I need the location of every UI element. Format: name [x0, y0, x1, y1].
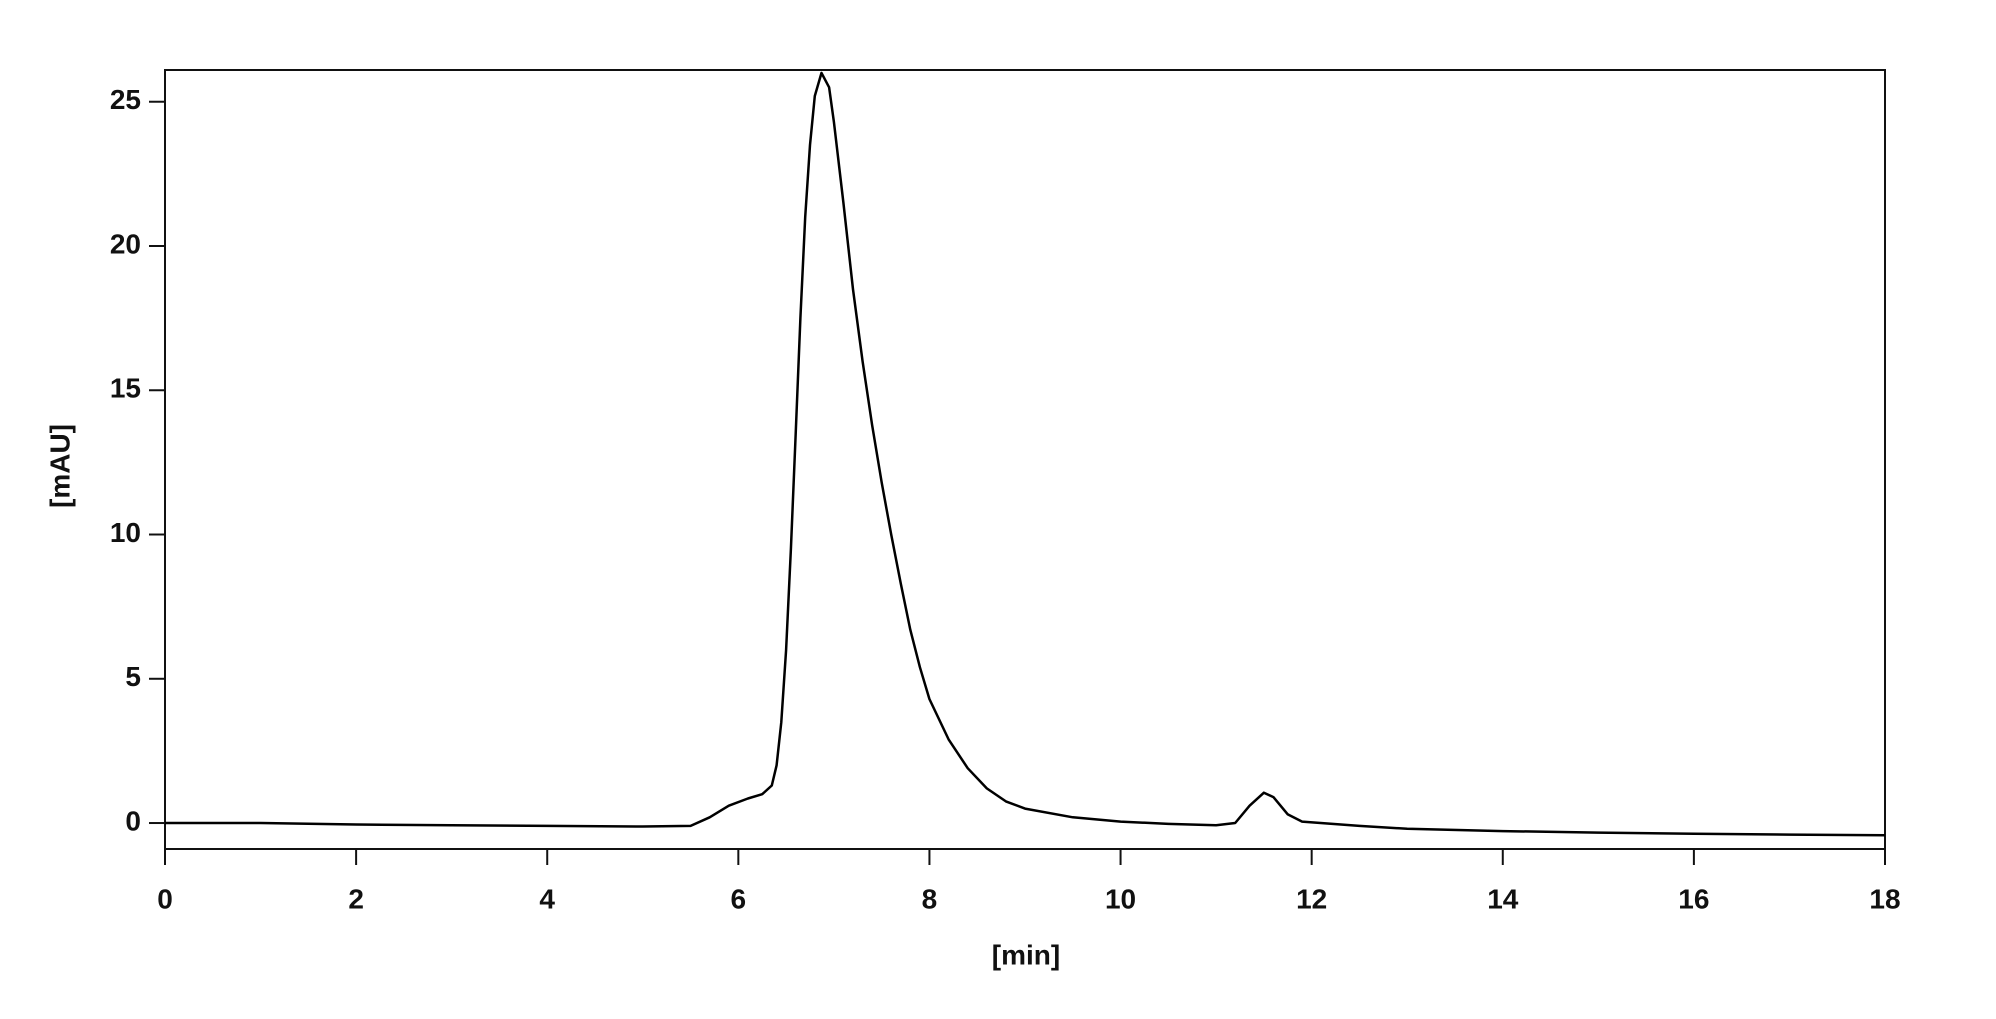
y-tick-label: 10 [110, 517, 141, 548]
y-tick-label: 5 [125, 661, 141, 692]
x-tick-label: 12 [1296, 883, 1327, 914]
y-tick-label: 20 [110, 228, 141, 259]
x-tick-label: 14 [1487, 883, 1519, 914]
x-tick-label: 4 [539, 883, 555, 914]
signal-line [165, 71, 1886, 837]
y-tick-label: 15 [110, 373, 141, 404]
x-tick-label: 2 [348, 883, 364, 914]
y-axis-label: [mAU] [44, 424, 75, 508]
y-tick-label: 0 [125, 805, 141, 836]
x-tick-label: 10 [1105, 883, 1136, 914]
x-tick-label: 8 [922, 883, 938, 914]
x-axis-label: [min] [992, 939, 1060, 970]
x-tick-label: 18 [1869, 883, 1900, 914]
x-tick-label: 6 [731, 883, 747, 914]
x-tick-label: 16 [1678, 883, 1709, 914]
x-tick-label: 0 [157, 883, 173, 914]
y-tick-label: 25 [110, 84, 141, 115]
plot-frame [164, 69, 1886, 850]
